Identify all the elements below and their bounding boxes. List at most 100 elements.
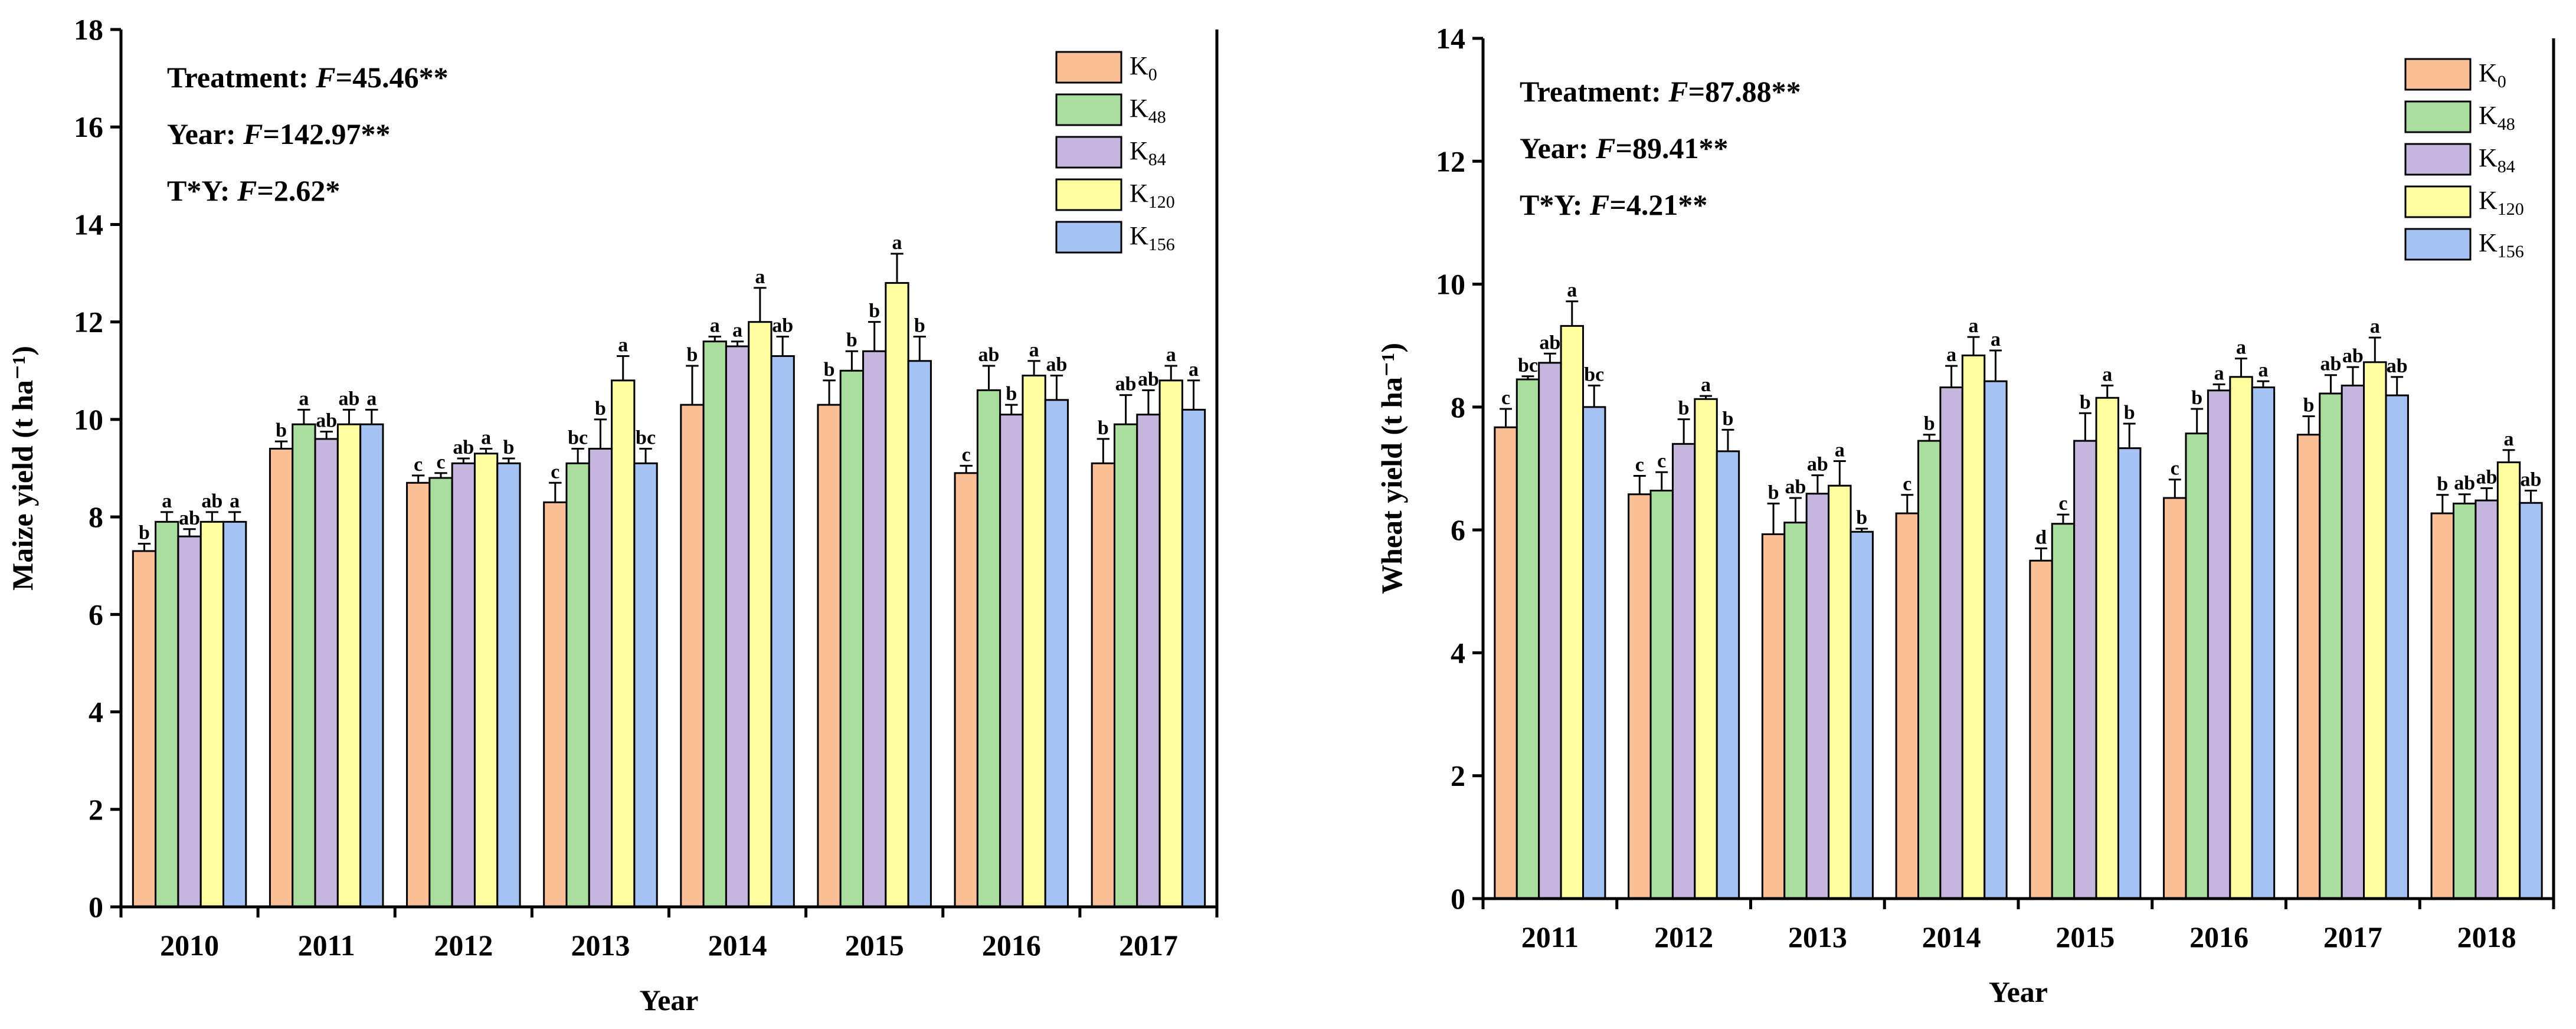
bar-K0-2017 bbox=[2296, 434, 2321, 900]
significance-label-K84-2015: b bbox=[2080, 391, 2091, 413]
bar-K120-2016 bbox=[1022, 375, 1046, 908]
stat-line: Treatment: F=45.46** bbox=[167, 61, 449, 94]
bar-K48-2012 bbox=[428, 477, 453, 908]
bar-K84-2012 bbox=[451, 462, 476, 908]
significance-label-K156-2016: a bbox=[2258, 359, 2268, 381]
error-bar-K0-2017 bbox=[2302, 415, 2315, 435]
error-bar-K156-2013 bbox=[639, 447, 652, 464]
stat-line: Year: F=89.41** bbox=[1520, 132, 1728, 165]
y-tick-label: 14 bbox=[74, 208, 103, 241]
error-bar-K120-2015 bbox=[2101, 384, 2114, 398]
error-bar-K120-2017 bbox=[2368, 336, 2381, 362]
error-bar-K156-2015 bbox=[2123, 422, 2136, 448]
error-bar-K48-2014 bbox=[1923, 434, 1936, 441]
bar-K48-2014 bbox=[702, 340, 727, 908]
bar-K48-2014 bbox=[1917, 440, 1942, 900]
x-axis-title: Year bbox=[640, 984, 699, 1017]
bar-K156-2016 bbox=[2251, 386, 2276, 900]
error-bar-K0-2010 bbox=[138, 543, 151, 551]
error-bar-K156-2011 bbox=[365, 408, 378, 425]
error-bar-K120-2011 bbox=[342, 408, 356, 425]
bar-K120-2015 bbox=[885, 282, 909, 908]
error-bar-K48-2012 bbox=[1655, 471, 1668, 491]
bar-K156-2010 bbox=[222, 520, 247, 908]
error-bar-K120-2013 bbox=[1833, 460, 1846, 486]
error-bar-K84-2016 bbox=[1005, 404, 1018, 415]
significance-label-K120-2013: a bbox=[1835, 440, 1845, 461]
bar-K120-2012 bbox=[473, 453, 499, 908]
significance-label-K156-2012: b bbox=[1722, 408, 1733, 430]
x-tick-label: 2010 bbox=[160, 929, 219, 962]
legend-swatch-K84 bbox=[1055, 136, 1122, 169]
significance-label-K84-2018: ab bbox=[2476, 466, 2498, 488]
bar-K120-2012 bbox=[1694, 398, 1718, 900]
bar-K0-2014 bbox=[680, 404, 705, 908]
significance-label-K48-2015: b bbox=[846, 329, 857, 351]
bar-K84-2017 bbox=[1136, 414, 1161, 908]
error-bar-K84-2011 bbox=[320, 431, 333, 439]
error-bar-K156-2016 bbox=[2257, 380, 2270, 388]
bar-K48-2011 bbox=[1516, 378, 1540, 900]
significance-label-K0-2017: b bbox=[1098, 417, 1109, 439]
error-bar-K84-2013 bbox=[594, 418, 607, 449]
error-bar-K156-2016 bbox=[1050, 375, 1063, 400]
significance-label-K0-2014: c bbox=[1903, 473, 1911, 495]
bar-K156-2011 bbox=[359, 423, 384, 908]
x-tick-label: 2011 bbox=[1521, 920, 1579, 953]
error-bar-K156-2017 bbox=[2391, 376, 2404, 396]
bar-K0-2010 bbox=[132, 550, 157, 908]
error-bar-K120-2012 bbox=[479, 447, 493, 454]
error-bar-K48-2010 bbox=[161, 511, 174, 522]
error-bar-K0-2011 bbox=[1500, 408, 1513, 428]
error-bar-K84-2012 bbox=[1677, 418, 1690, 444]
error-bar-K0-2014 bbox=[1901, 494, 1914, 514]
error-bar-K48-2018 bbox=[2458, 493, 2471, 504]
significance-label-K156-2015: b bbox=[2124, 402, 2135, 424]
significance-label-K48-2018: ab bbox=[2454, 473, 2475, 494]
error-bar-K48-2013 bbox=[571, 447, 584, 464]
stat-line: T*Y: F=4.21** bbox=[1520, 188, 1707, 221]
error-bar-K120-2014 bbox=[1967, 336, 1980, 356]
y-tick-label: 2 bbox=[89, 793, 103, 826]
error-bar-K120-2012 bbox=[1700, 395, 1713, 399]
x-tick-label: 2013 bbox=[1788, 920, 1847, 953]
error-bar-K48-2013 bbox=[1789, 497, 1802, 523]
y-tick-label: 16 bbox=[74, 110, 103, 143]
error-bar-K0-2015 bbox=[823, 379, 836, 405]
legend-label-K156: K156 bbox=[1130, 221, 1175, 254]
error-bar-K84-2015 bbox=[2079, 412, 2091, 441]
legend-swatch-K48 bbox=[2404, 100, 2472, 133]
error-bar-K0-2015 bbox=[2035, 547, 2048, 561]
significance-label-K120-2013: a bbox=[618, 334, 628, 356]
legend-swatch-K0 bbox=[1055, 51, 1122, 84]
significance-label-K84-2016: b bbox=[1006, 383, 1017, 405]
bar-K48-2017 bbox=[1113, 423, 1138, 908]
bar-K0-2016 bbox=[954, 472, 978, 908]
significance-label-K120-2012: a bbox=[1701, 374, 1711, 396]
legend-label-K120: K120 bbox=[1130, 179, 1175, 212]
significance-label-K156-2011: a bbox=[366, 388, 377, 409]
legend-label-K84: K84 bbox=[2479, 143, 2515, 176]
error-bar-K156-2012 bbox=[1721, 428, 1734, 451]
bar-K156-2013 bbox=[1850, 530, 1874, 900]
x-tick-label: 2014 bbox=[708, 929, 767, 962]
significance-label-K84-2011: ab bbox=[1539, 332, 1560, 353]
significance-label-K0-2018: b bbox=[2437, 473, 2448, 495]
significance-label-K156-2012: b bbox=[503, 437, 514, 458]
y-tick-label: 18 bbox=[74, 13, 103, 46]
bar-K120-2016 bbox=[2229, 376, 2253, 900]
significance-label-K48-2013: ab bbox=[1785, 476, 1806, 498]
error-bar-K156-2012 bbox=[502, 457, 515, 464]
significance-label-K84-2014: a bbox=[732, 320, 742, 342]
significance-label-K156-2011: bc bbox=[1584, 363, 1604, 385]
bar-K0-2015 bbox=[817, 404, 842, 908]
bar-K84-2016 bbox=[2207, 389, 2231, 900]
x-tick-label: 2011 bbox=[298, 929, 355, 962]
significance-label-K0-2016: c bbox=[2171, 458, 2179, 480]
error-bar-K0-2016 bbox=[2168, 479, 2181, 498]
significance-label-K84-2016: a bbox=[2214, 362, 2224, 384]
error-bar-K84-2011 bbox=[1543, 352, 1556, 363]
significance-label-K0-2015: d bbox=[2035, 526, 2047, 548]
significance-label-K156-2015: b bbox=[914, 314, 925, 336]
error-bar-K156-2011 bbox=[1588, 384, 1600, 407]
